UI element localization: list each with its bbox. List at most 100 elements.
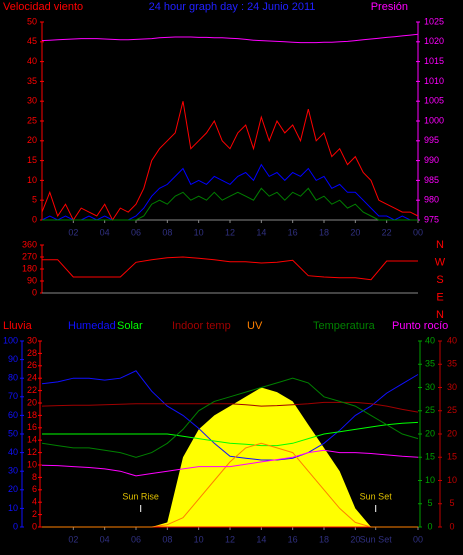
x-tick-label: 14 — [256, 534, 266, 544]
x-tick-label: 08 — [162, 227, 172, 237]
x-tick-label: 04 — [100, 534, 110, 544]
y-tick-label: 0 — [13, 521, 18, 531]
y-tick-label: 80 — [8, 373, 18, 383]
y-tick-label: 12 — [27, 447, 37, 457]
series-line — [42, 256, 418, 281]
series-line — [42, 421, 419, 447]
y-tick-label: 35 — [425, 359, 435, 369]
y-tick-label: 25 — [425, 405, 435, 415]
y-tick-label: 60 — [8, 410, 18, 420]
y-tick-label: 4 — [32, 497, 37, 507]
compass-label: W — [435, 256, 446, 268]
y-tick-label: 70 — [8, 391, 18, 401]
x-tick-label: 06 — [131, 227, 141, 237]
legend-label: Solar — [117, 320, 143, 332]
y-tick-label: 985 — [424, 175, 439, 185]
y-tick-label: 980 — [424, 195, 439, 205]
y-tick-label: 14 — [27, 435, 37, 445]
x-tick-label: 10 — [194, 227, 204, 237]
y-tick-label: 5 — [427, 498, 432, 508]
x-tick-label: 12 — [225, 227, 235, 237]
legend-label: Humedad — [68, 320, 116, 332]
y-tick-label: 20 — [27, 397, 37, 407]
x-tick-label: 18 — [319, 534, 329, 544]
y-tick-label: 20 — [8, 484, 18, 494]
series-line — [41, 370, 419, 461]
y-tick-label: 1025 — [424, 16, 444, 26]
y-tick-label: 15 — [447, 452, 457, 462]
y-tick-label: 40 — [27, 56, 37, 66]
compass-label: N — [436, 309, 444, 321]
legend-label: Temperatura — [313, 320, 376, 332]
y-tick-label: 1015 — [424, 56, 444, 66]
y-tick-label: 1005 — [424, 96, 444, 106]
solar-area — [42, 387, 418, 527]
x-tick-label: Sun Set — [360, 534, 393, 544]
y-tick-label: 22 — [27, 385, 37, 395]
y-tick-label: 10 — [425, 475, 435, 485]
y-tick-label: 30 — [447, 382, 457, 392]
y-tick-label: 8 — [32, 472, 37, 482]
y-axis-title: Velocidad viento — [3, 1, 83, 13]
y-tick-label: 30 — [27, 335, 37, 345]
series-line — [41, 449, 419, 477]
compass-label: E — [436, 291, 443, 303]
y-tick-label: 90 — [27, 275, 37, 285]
y-tick-label: 40 — [447, 335, 457, 345]
y-tick-label: 0 — [449, 521, 454, 531]
y-tick-label: 20 — [27, 135, 37, 145]
y-tick-label: 30 — [8, 466, 18, 476]
y-tick-label: 28 — [27, 348, 37, 358]
y-tick-label: 180 — [22, 263, 37, 273]
y-tick-label: 45 — [27, 36, 37, 46]
y-tick-label: 35 — [27, 76, 37, 86]
y-tick-label: 0 — [32, 287, 37, 297]
y-tick-label: 1010 — [424, 76, 444, 86]
x-tick-label: 18 — [319, 227, 329, 237]
x-tick-label: 14 — [256, 227, 266, 237]
y-tick-label: 990 — [424, 155, 439, 165]
y-tick-label: 15 — [27, 155, 37, 165]
series-line — [41, 163, 418, 221]
chart-title: 24 hour graph day : 24 Junio 2011 — [149, 1, 316, 13]
y-tick-label: 26 — [27, 360, 37, 370]
x-tick-label: 20 — [350, 227, 360, 237]
y-tick-label: 24 — [27, 373, 37, 383]
y-tick-label: 50 — [8, 428, 18, 438]
series-line — [41, 33, 419, 44]
y-tick-label: 16 — [27, 422, 37, 432]
legend-label: UV — [247, 320, 263, 332]
legend-label: Indoor temp — [172, 320, 231, 332]
x-tick-label: 10 — [194, 534, 204, 544]
series-line — [41, 377, 419, 458]
y-tick-label: 35 — [447, 359, 457, 369]
annotation: Sun Set — [360, 491, 393, 501]
series-line — [42, 442, 418, 528]
y-tick-label: 6 — [32, 484, 37, 494]
y-tick-label: 270 — [22, 251, 37, 261]
y-tick-label: 15 — [425, 452, 435, 462]
compass-label: S — [436, 274, 443, 286]
y-tick-label: 5 — [32, 195, 37, 205]
y-tick-label: 0 — [32, 214, 37, 224]
y-tick-label: 0 — [427, 521, 432, 531]
x-tick-label: 04 — [100, 227, 110, 237]
y-tick-label: 25 — [27, 115, 37, 125]
series-line — [42, 187, 418, 221]
x-tick-label: 06 — [131, 534, 141, 544]
y-tick-label: 10 — [27, 175, 37, 185]
y-tick-label: 10 — [8, 503, 18, 513]
x-tick-label: 20 — [350, 534, 360, 544]
y-tick-label: 40 — [425, 335, 435, 345]
y-tick-label: 20 — [425, 428, 435, 438]
y-tick-label: 10 — [27, 459, 37, 469]
y-tick-label: 995 — [424, 135, 439, 145]
annotation: Sun Rise — [122, 491, 159, 501]
y-tick-label: 20 — [447, 428, 457, 438]
x-tick-label: 22 — [382, 227, 392, 237]
y-tick-label: 30 — [425, 382, 435, 392]
y-tick-label: 2 — [32, 509, 37, 519]
x-tick-label: 00 — [413, 227, 423, 237]
y-tick-label: 30 — [27, 96, 37, 106]
